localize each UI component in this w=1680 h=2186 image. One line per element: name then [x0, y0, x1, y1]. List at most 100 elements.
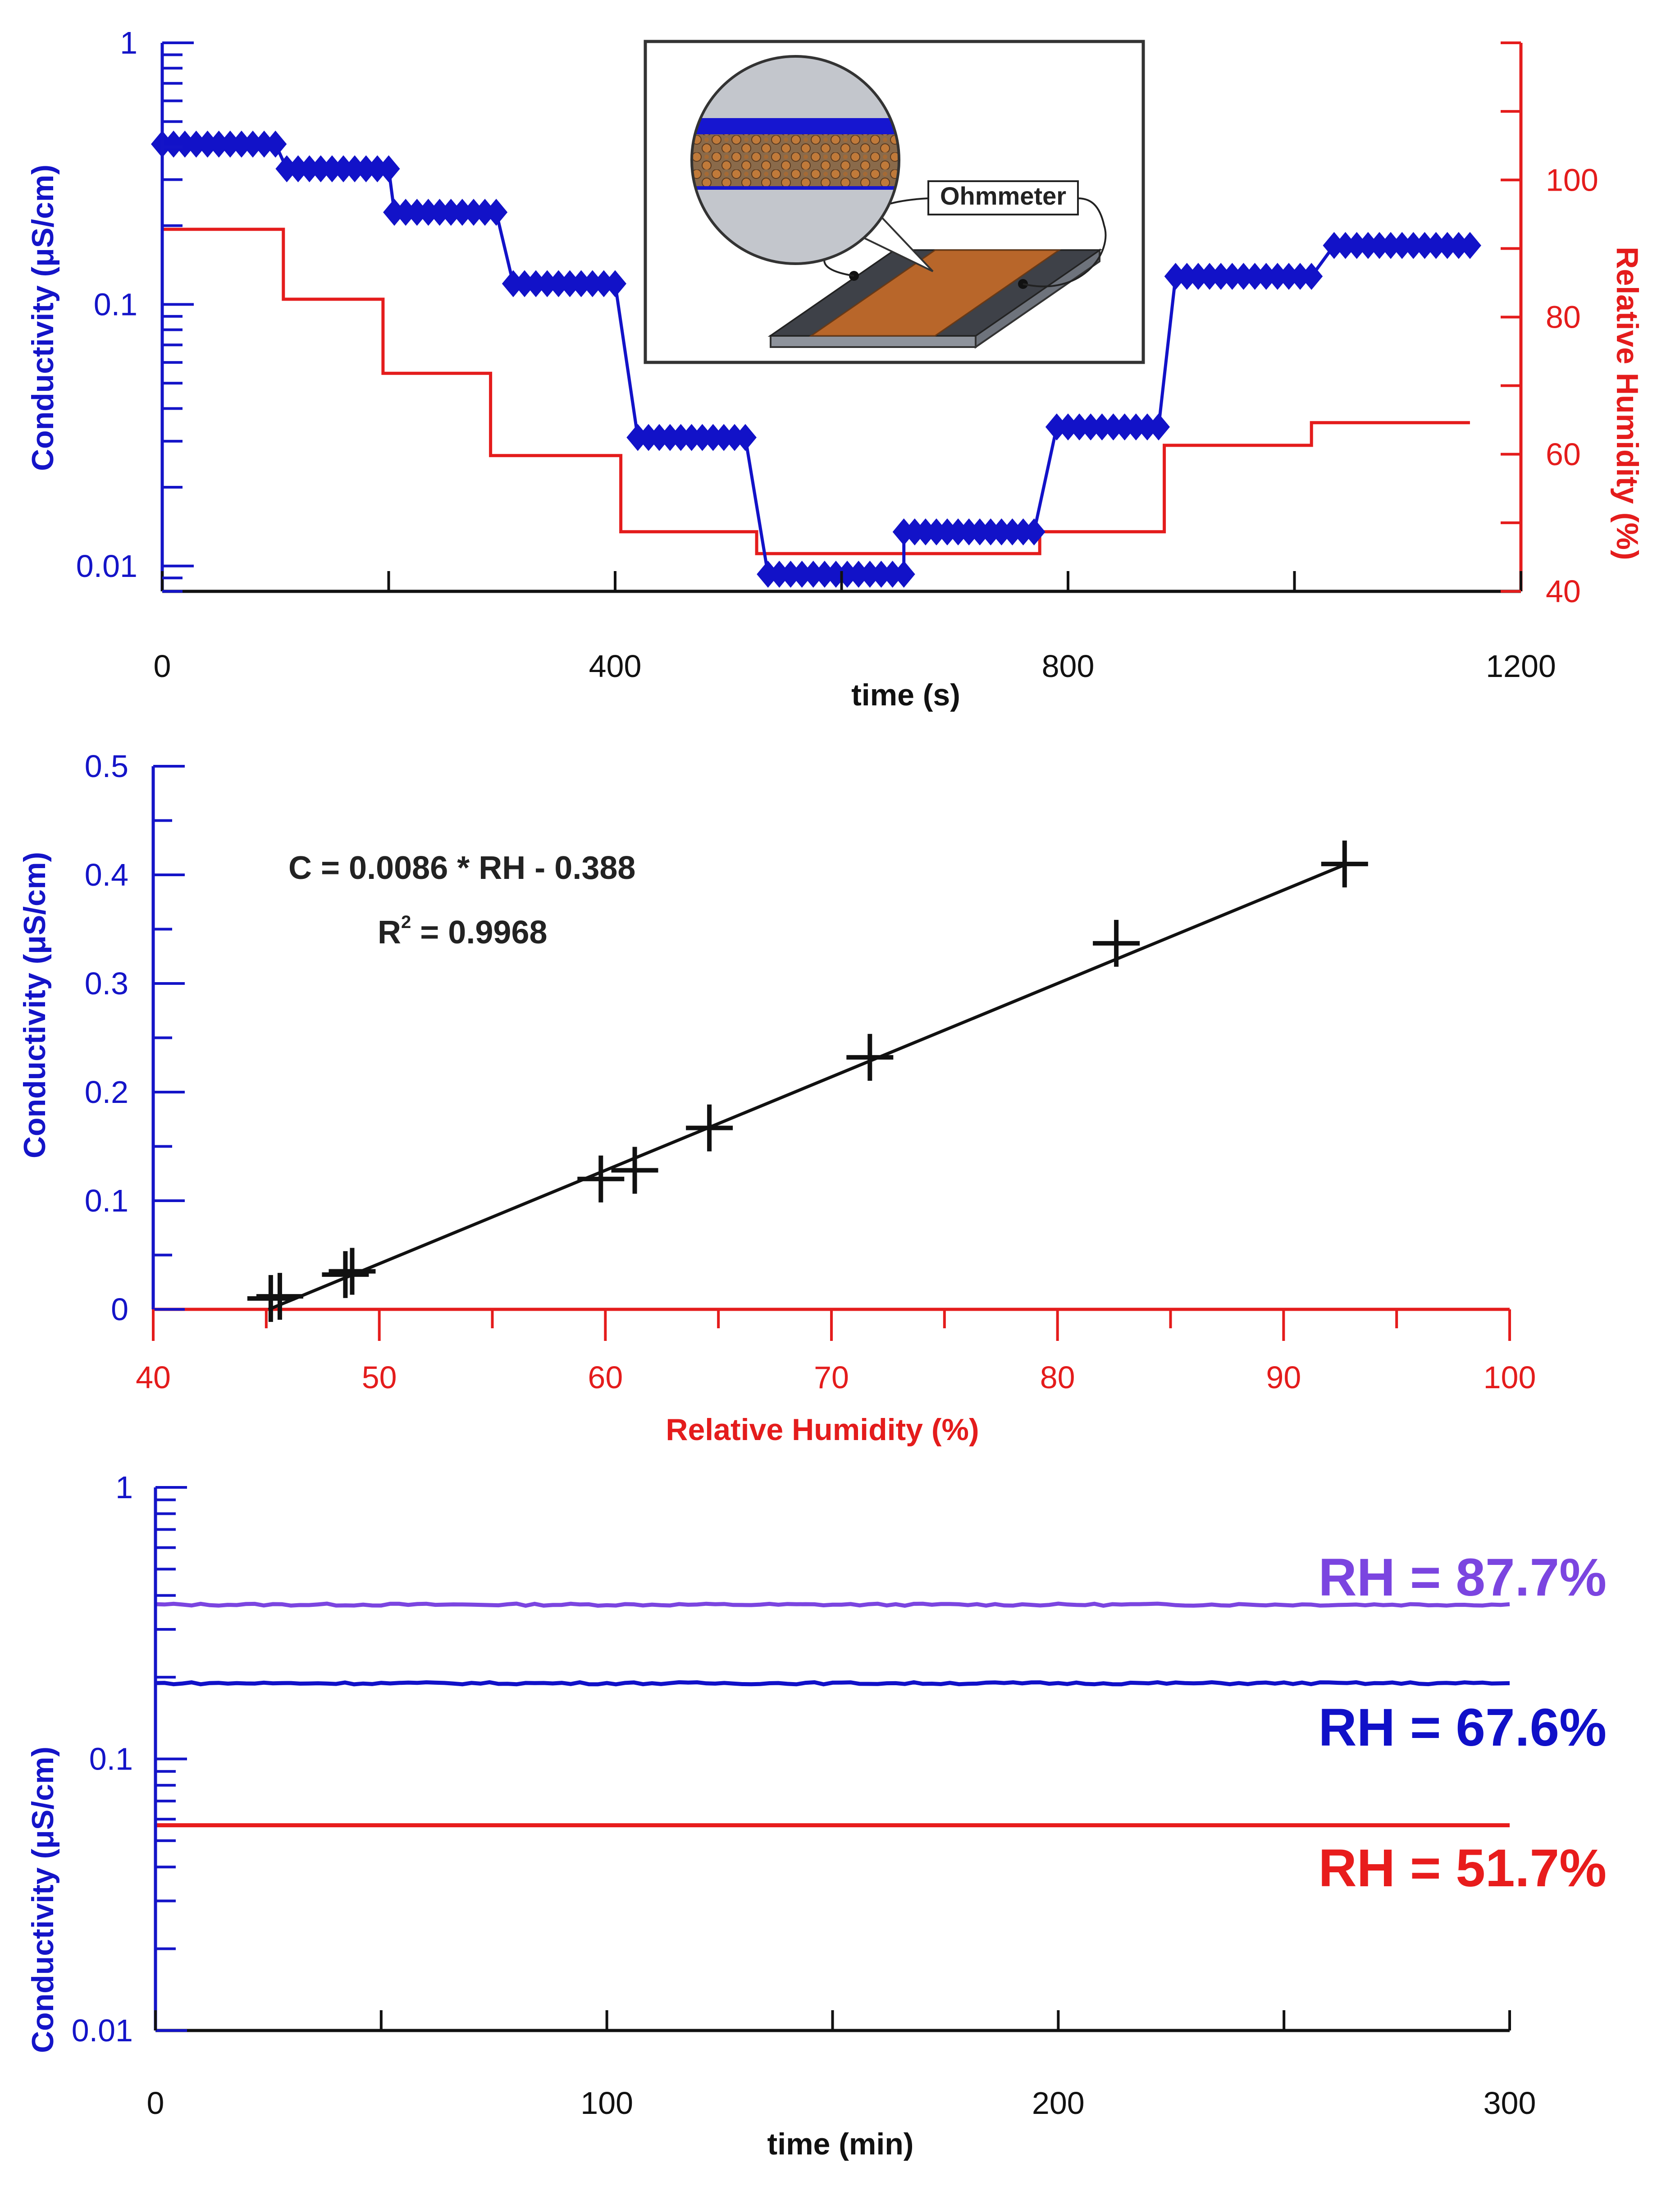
conductivity-marker: [525, 270, 548, 297]
chart3-x-tick-label: 0: [147, 2085, 164, 2121]
chart2-y-tick-label: 0.4: [85, 857, 128, 892]
conductivity-marker: [1436, 232, 1459, 259]
chart1-x-axis-title: time (s): [851, 678, 960, 712]
data-point-plus: [846, 1034, 894, 1081]
conductivity-marker: [1079, 413, 1102, 441]
conductivity-marker: [474, 198, 497, 226]
conductivity-marker: [734, 424, 757, 451]
chart1-right-tick-label: 80: [1546, 300, 1581, 335]
conductivity-marker: [1243, 263, 1266, 290]
chart2-x-tick-label: 60: [588, 1360, 623, 1395]
conductivity-marker: [858, 561, 881, 588]
chart3-x-axis-title: time (min): [767, 2127, 914, 2161]
conductivity-marker: [1221, 263, 1244, 290]
conductivity-marker: [343, 155, 366, 183]
conductivity-marker: [847, 561, 870, 588]
conductivity-marker: [451, 198, 474, 226]
conductivity-marker: [332, 155, 355, 183]
conductivity-marker: [779, 561, 802, 588]
conductivity-marker: [1232, 263, 1255, 290]
chart-conductivity-vs-time: 0 400 800 1200 0.01 0.1 1 40 60 80 100 Ohmmeter: [26, 25, 1644, 712]
chart1-left-tick-label: 0.01: [76, 549, 137, 584]
conductivity-marker: [1356, 232, 1379, 259]
sensor-schematic-inset: Ohmmeter: [644, 40, 1145, 364]
conductivity-marker: [1368, 232, 1391, 259]
conductivity-marker: [1289, 263, 1312, 290]
chart3-series: [155, 1601, 1510, 1828]
substrate-front: [770, 335, 977, 348]
chart3-y-tick-label: 1: [115, 1470, 133, 1505]
conductivity-marker: [242, 130, 264, 158]
chart1-x-tick-label: 0: [154, 649, 171, 684]
conductivity-marker: [1345, 232, 1368, 259]
conductivity-marker: [604, 270, 626, 297]
chart3-y-axis-title: Conductivity (μS/cm): [26, 1747, 60, 2053]
conductivity-marker: [581, 270, 604, 297]
data-point-plus: [577, 1155, 625, 1203]
conductivity-marker: [366, 155, 389, 183]
conductivity-marker: [462, 198, 485, 226]
chart3-y-tick-label: 0.1: [89, 1742, 133, 1777]
conductivity-marker: [1023, 518, 1045, 546]
conductivity-marker: [892, 561, 915, 588]
conductivity-marker: [1379, 232, 1402, 259]
conductivity-marker: [1413, 232, 1436, 259]
chart2-ticks: 0 0.1 0.2 0.3 0.4 0.5 40 50 60 70 80 90 100: [85, 749, 1536, 1395]
conductivity-marker: [502, 270, 525, 297]
conductivity-marker: [298, 155, 321, 183]
chart2-x-tick-label: 50: [362, 1360, 397, 1395]
conductivity-marker: [1187, 263, 1210, 290]
conductivity-marker: [1057, 413, 1079, 441]
chart1-x-tick-label: 400: [589, 649, 642, 684]
chart2-x-tick-label: 90: [1266, 1360, 1301, 1395]
chart1-left-axis-title: Conductivity (μS/cm): [26, 165, 60, 471]
conductivity-marker: [1045, 413, 1068, 441]
conductivity-marker: [1458, 232, 1481, 259]
conductivity-marker: [768, 561, 791, 588]
conductivity-marker: [439, 198, 462, 226]
chart2-y-tick-label: 0.2: [85, 1075, 128, 1110]
conductivity-marker: [320, 155, 343, 183]
conductivity-marker: [162, 130, 185, 158]
conductivity-marker: [536, 270, 559, 297]
r-squared: R2 = 0.9968: [378, 912, 548, 951]
stability-line: [155, 1680, 1510, 1687]
chart-conductivity-vs-humidity: 0 0.1 0.2 0.3 0.4 0.5 40 50 60 70 80 90 100 C = 0.00…: [18, 749, 1536, 1447]
chart2-x-tick-label: 100: [1484, 1360, 1536, 1395]
chart2-y-tick-label: 0.5: [85, 749, 128, 784]
rh-label-high: RH = 87.7%: [1319, 1548, 1607, 1607]
conductivity-marker: [1198, 263, 1221, 290]
conductivity-marker: [287, 155, 310, 183]
conductivity-marker: [881, 561, 904, 588]
conductivity-marker: [185, 130, 208, 158]
ohmmeter-label: Ohmmeter: [940, 182, 1066, 210]
data-point-plus: [1321, 840, 1368, 887]
conductivity-marker: [513, 270, 536, 297]
conductivity-marker: [377, 155, 400, 183]
ohmmeter-box: [927, 180, 1079, 215]
conductivity-marker: [1147, 413, 1170, 441]
chart1-right-tick-label: 100: [1546, 162, 1598, 197]
conductivity-marker: [1068, 413, 1091, 441]
chart2-series: [247, 840, 1368, 1322]
chart2-y-tick-label: 0.1: [85, 1183, 128, 1218]
conductivity-marker: [1210, 263, 1233, 290]
chart1-right-axis-title: Relative Humidity (%): [1610, 247, 1644, 560]
conductivity-marker: [1447, 232, 1470, 259]
chart2-x-axis-title: Relative Humidity (%): [666, 1413, 979, 1447]
conductivity-marker: [1277, 263, 1300, 290]
conductivity-marker: [1124, 413, 1147, 441]
conductivity-marker: [219, 130, 242, 158]
fit-equation: C = 0.0086 * RH - 0.388: [288, 850, 635, 886]
data-point-plus: [322, 1251, 369, 1298]
conductivity-marker: [173, 130, 196, 158]
conductivity-marker: [870, 561, 893, 588]
conductivity-marker: [592, 270, 615, 297]
chart3-ticks: 0.01 0.1 1 0 100 200 300: [72, 1470, 1536, 2121]
conductivity-marker: [1391, 232, 1414, 259]
conductivity-marker: [1334, 232, 1357, 259]
chart1-series: [151, 130, 1481, 588]
conductivity-marker: [757, 561, 780, 588]
chart3-x-tick-label: 200: [1032, 2085, 1085, 2121]
fit-line: [268, 863, 1346, 1311]
